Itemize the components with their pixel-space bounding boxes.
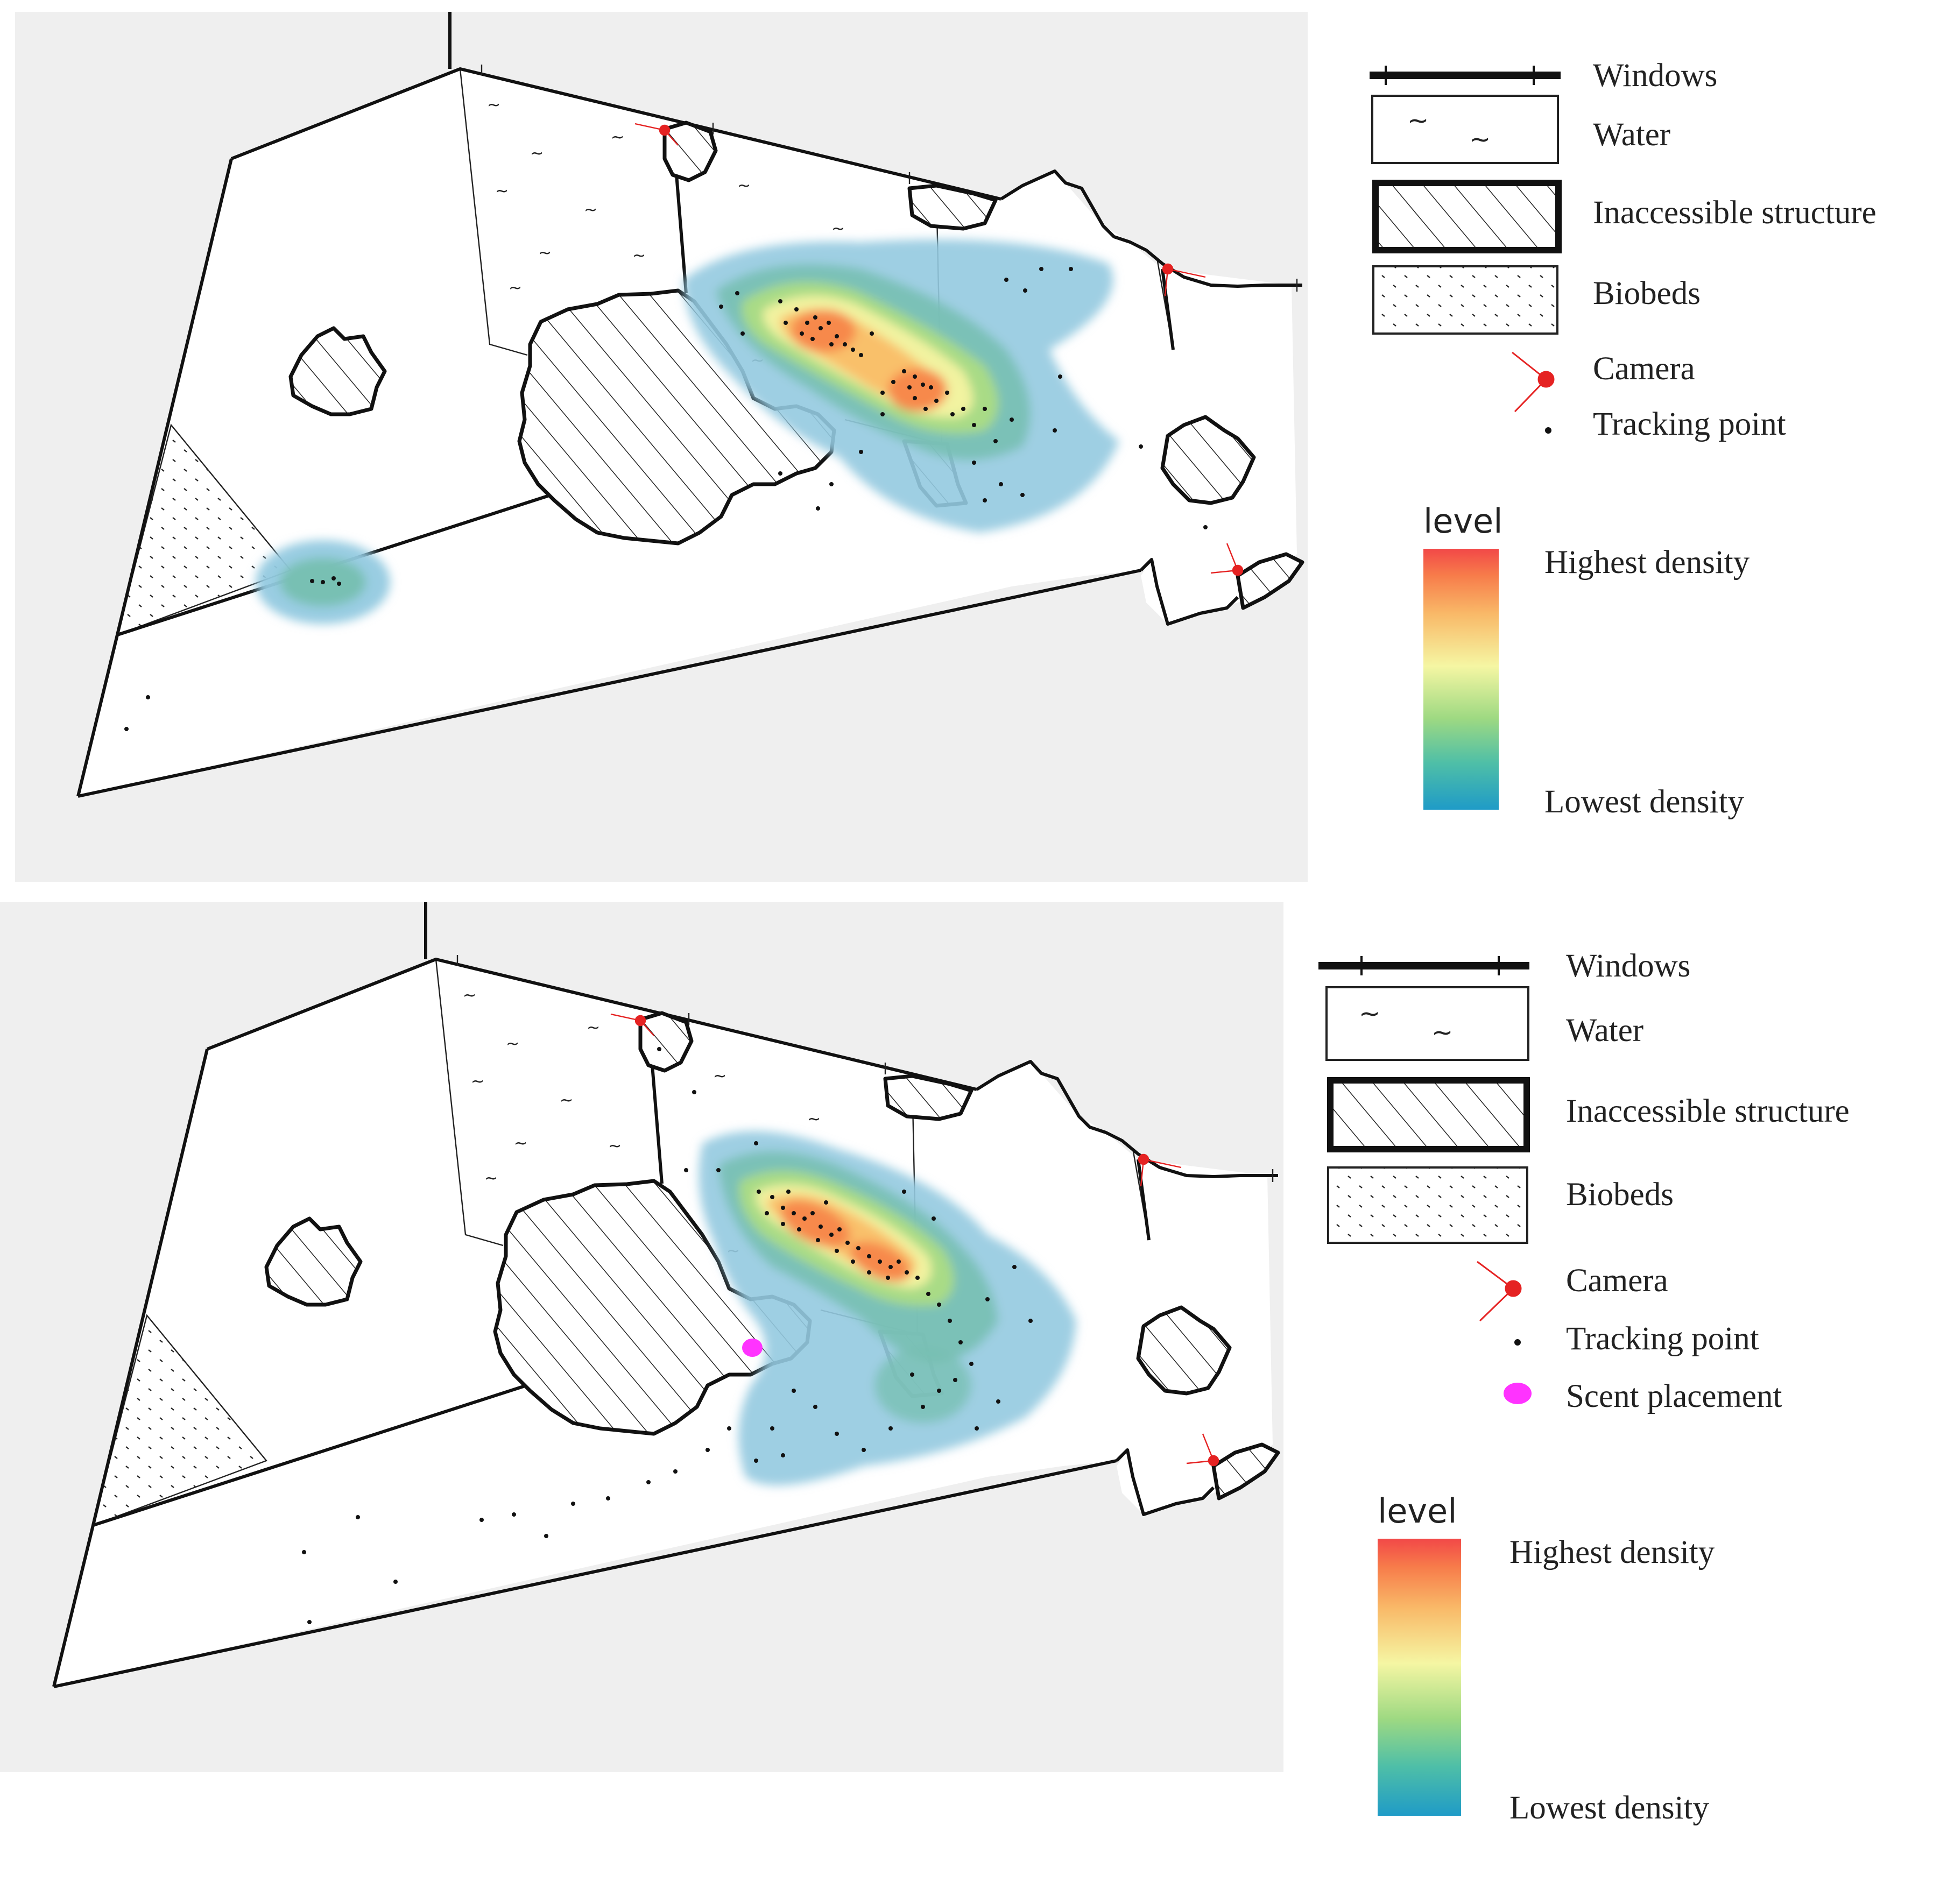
svg-text:~: ~: [1407, 105, 1429, 136]
svg-text:~: ~: [1469, 124, 1491, 154]
biobeds-symbol: [1327, 1166, 1528, 1244]
tracking-point-icon: [1514, 1339, 1521, 1346]
scent-placement-marker: [742, 1339, 763, 1357]
water-symbol: ~ ~: [1325, 986, 1529, 1061]
windows-symbol: [1370, 66, 1561, 85]
legend-biobeds-label: Biobeds: [1593, 275, 1701, 312]
scale-low-label: Lowest density: [1544, 784, 1745, 820]
inaccessible-symbol: [1327, 1077, 1530, 1152]
water-symbol: ~ ~: [1371, 95, 1559, 164]
panel-after: [0, 902, 1283, 1772]
svg-text:~: ~: [1431, 1017, 1453, 1047]
scale-title: level: [1423, 501, 1502, 541]
svg-text:~: ~: [1359, 999, 1380, 1029]
biobeds-symbol: [1372, 265, 1558, 335]
tracking-points-bottom: [302, 1047, 1033, 1624]
legend-tracking-label: Tracking point: [1566, 1321, 1759, 1357]
tracking-point-icon: [1545, 427, 1551, 434]
legend-camera-label: Camera: [1566, 1263, 1668, 1299]
legend-inaccessible-label: Inaccessible structure: [1566, 1093, 1850, 1129]
legend-tracking-label: Tracking point: [1593, 406, 1786, 442]
density-scale-bar: [1423, 549, 1499, 810]
scale-title: level: [1378, 1491, 1457, 1531]
density-scale-bar: [1378, 1539, 1461, 1816]
camera-icon: [1477, 1261, 1522, 1322]
scale-low-label: Lowest density: [1509, 1790, 1710, 1826]
panel-before: [15, 12, 1308, 882]
cameras-bottom: [610, 1013, 1219, 1467]
camera-icon: [1512, 351, 1555, 413]
legend-water-label: Water: [1566, 1013, 1643, 1049]
windows-symbol: [1318, 956, 1529, 975]
floor-plan-bottom: [0, 902, 1283, 1772]
legend-biobeds-label: Biobeds: [1566, 1177, 1674, 1213]
legend-scent-label: Scent placement: [1566, 1378, 1782, 1414]
scale-high-label: Highest density: [1509, 1534, 1715, 1570]
legend-windows-label: Windows: [1566, 948, 1690, 984]
scent-placement-icon: [1504, 1383, 1532, 1404]
legend-camera-label: Camera: [1593, 351, 1695, 387]
scale-high-label: Highest density: [1544, 544, 1750, 581]
density-overlay-top: [256, 239, 1119, 624]
legend-windows-label: Windows: [1593, 58, 1717, 94]
cameras-top: [634, 123, 1244, 576]
legend-bottom: Windows ~ ~ Water Inaccessible structure…: [1318, 948, 1850, 1826]
density-overlay-bottom: [699, 1131, 1076, 1485]
legend-top: Windows ~ ~ Water Inaccessible structure…: [1370, 58, 1876, 820]
legend-inaccessible-label: Inaccessible structure: [1593, 195, 1876, 231]
inaccessible-symbol: [1372, 180, 1562, 253]
legend-water-label: Water: [1593, 117, 1670, 153]
tracking-points-top: [124, 267, 1208, 731]
